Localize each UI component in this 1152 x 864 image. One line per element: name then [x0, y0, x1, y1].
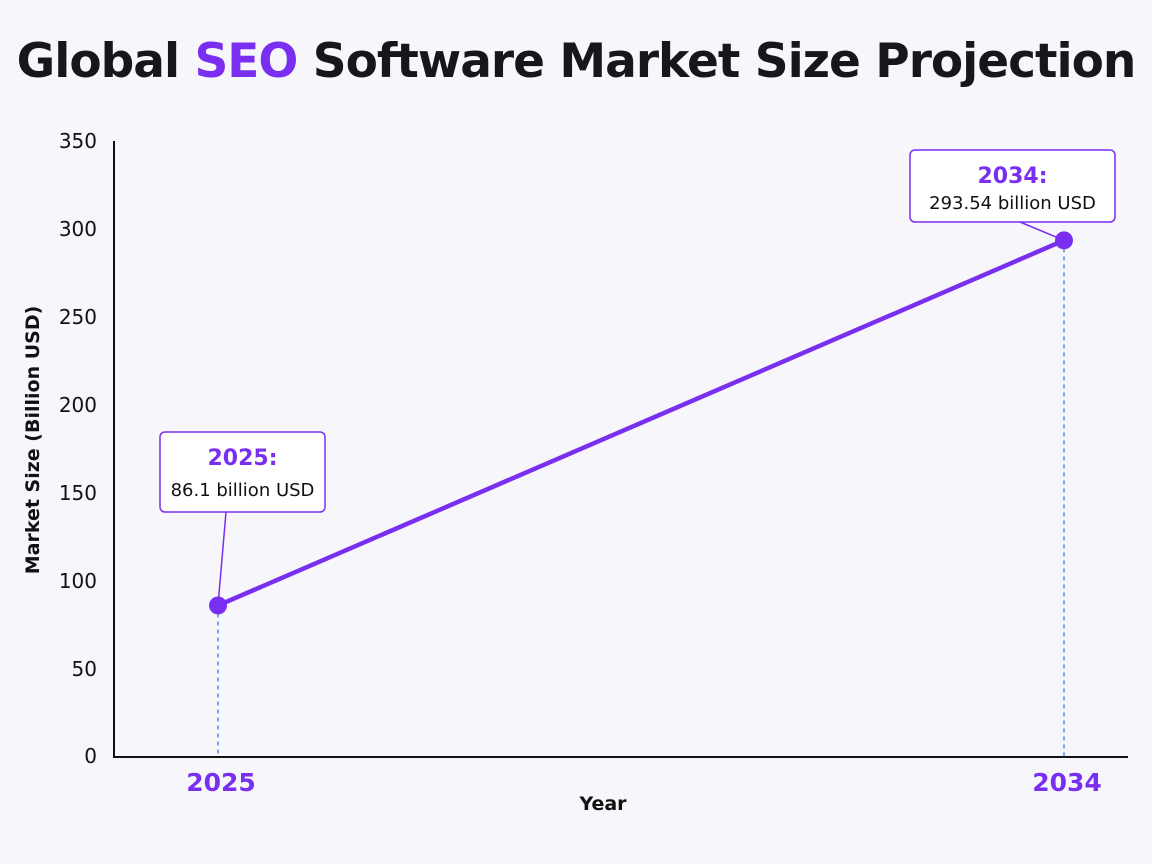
y-tick-label-0: 0: [84, 744, 97, 768]
data-point-2025: [209, 596, 227, 615]
title-part-1: Global: [16, 34, 195, 89]
title-part-2: Software Market Size Projection: [297, 34, 1137, 89]
series-line: [215, 238, 1067, 608]
y-axis-title: Market Size (Billion USD): [22, 306, 44, 575]
callout-box-2034: [909, 149, 1116, 223]
callout-box-2025: [159, 431, 326, 513]
callout-year-2034: 2034:: [977, 164, 1047, 189]
callout-value-2034: 293.54 billion USD: [929, 193, 1096, 214]
callout-year-2025: 2025:: [207, 446, 277, 471]
callout-leader-2025: [217, 511, 227, 606]
callout-value-2025: 86.1 billion USD: [171, 480, 315, 501]
x-tick-label-2025: 2025: [186, 768, 256, 797]
chart-title: Global SEO Software Market Size Projecti…: [0, 34, 1152, 90]
y-tick-label-250: 250: [59, 305, 97, 329]
y-tick-label-100: 100: [59, 569, 97, 593]
y-tick-label-200: 200: [59, 393, 97, 417]
data-point-2034: [1055, 231, 1073, 250]
y-tick-label-50: 50: [72, 657, 97, 681]
y-tick-label-350: 350: [59, 129, 97, 153]
y-tick-label-300: 300: [59, 217, 97, 241]
x-tick-label-2034: 2034: [1032, 768, 1102, 797]
y-tick-label-150: 150: [59, 481, 97, 505]
title-accent: SEO: [194, 34, 298, 89]
x-axis-title: Year: [578, 793, 627, 815]
